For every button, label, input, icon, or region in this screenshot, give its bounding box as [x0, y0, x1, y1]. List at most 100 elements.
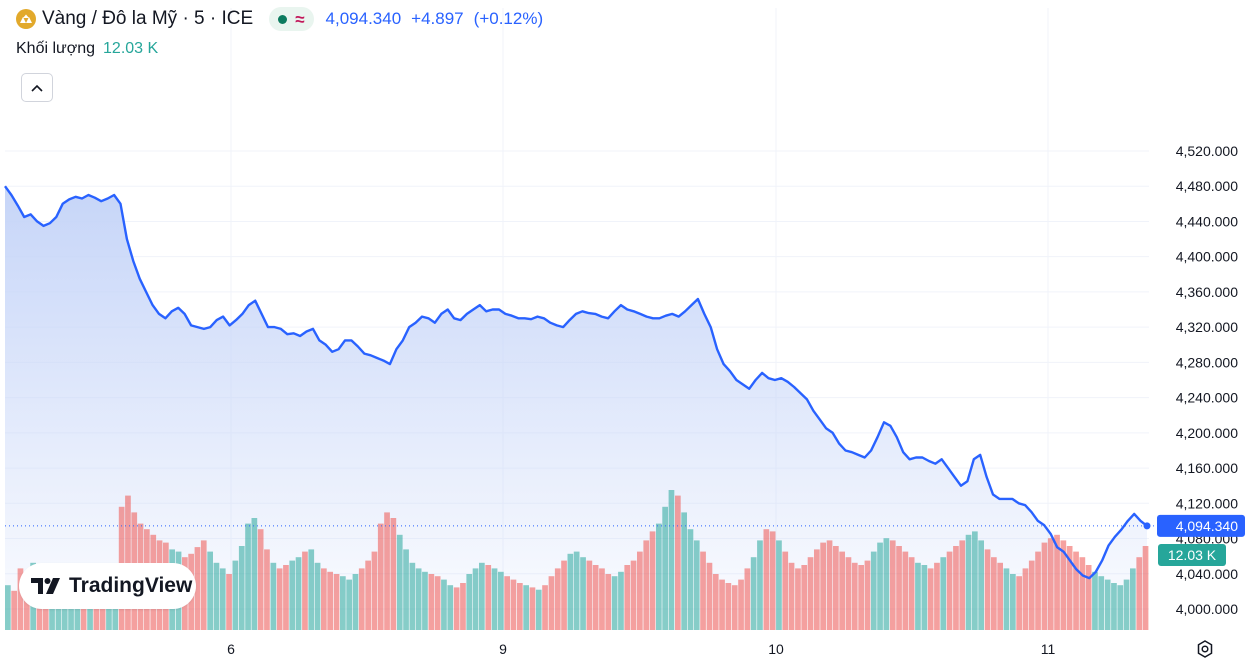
volume-bar: [200, 540, 207, 630]
volume-bar: [1111, 583, 1117, 630]
volume-bar: [510, 579, 517, 630]
volume-bar: [1079, 557, 1086, 630]
volume-bar: [390, 518, 397, 630]
symbol-title[interactable]: Vàng / Đô la Mỹ · 5 · ICE: [42, 8, 254, 29]
volume-bar: [940, 557, 947, 630]
volume-bar: [959, 540, 966, 630]
volume-bar: [965, 534, 972, 630]
y-axis-tick-label: 4,000.000: [1176, 601, 1238, 617]
volume-bar: [573, 551, 580, 630]
volume-bar: [403, 549, 409, 630]
volume-bar: [921, 565, 928, 630]
volume-bar: [605, 574, 612, 630]
volume-bar: [219, 568, 226, 630]
volume-bar: [340, 576, 346, 630]
x-axis-tick-label: 6: [227, 641, 235, 657]
volume-bar: [1054, 534, 1060, 630]
volume-bar: [1098, 576, 1105, 630]
volume-bar: [5, 585, 11, 630]
volume-bar: [978, 540, 984, 630]
chart-legend: Vàng / Đô la Mỹ · 5 · ICE ≈ 4,094.340 +4…: [16, 6, 543, 32]
volume-bar: [599, 568, 605, 630]
volume-bar: [757, 540, 763, 630]
volume-bar: [529, 587, 536, 630]
volume-bar: [1010, 574, 1016, 630]
volume-bar: [908, 557, 915, 630]
volume-bar: [17, 568, 24, 630]
volume-bar: [839, 551, 845, 630]
volume-bar: [1028, 560, 1035, 630]
chevron-up-icon: [31, 84, 43, 92]
volume-bar: [321, 568, 327, 630]
volume-bar: [447, 585, 454, 630]
volume-bar: [769, 531, 776, 630]
volume-bar: [826, 540, 833, 630]
gold-symbol-icon[interactable]: [16, 9, 36, 29]
volume-bar: [706, 562, 713, 630]
volume-bar: [99, 589, 106, 630]
volume-bar: [586, 560, 593, 630]
volume-bar: [870, 551, 877, 630]
volume-bar: [864, 560, 871, 630]
volume-bar: [845, 557, 852, 630]
volume-bar: [814, 549, 820, 630]
volume-bar: [915, 562, 921, 630]
volume-bar: [207, 551, 213, 630]
volume-bar: [782, 551, 789, 630]
volume-bar: [820, 542, 826, 630]
volume-bar: [428, 574, 435, 630]
gear-icon: [1197, 640, 1213, 658]
volume-legend: Khối lượng 12.03 K: [16, 40, 158, 58]
volume-bar: [776, 540, 782, 630]
volume-bar: [358, 568, 365, 630]
volume-bar: [302, 551, 308, 630]
volume-bar: [991, 557, 997, 630]
volume-bar: [1047, 538, 1054, 630]
volume-bar: [744, 568, 751, 630]
volume-bar: [396, 534, 403, 630]
last-price-value: 4,094.340: [325, 9, 402, 28]
volume-bar: [365, 560, 371, 630]
market-status-badge[interactable]: ≈: [269, 7, 314, 31]
volume-bar: [245, 523, 251, 630]
volume-bar: [542, 585, 548, 630]
volume-bar: [858, 565, 864, 630]
volume-bar: [1003, 568, 1010, 630]
volume-bar: [675, 495, 681, 630]
volume-bar: [630, 560, 637, 630]
y-axis-tick-label: 4,480.000: [1176, 178, 1238, 194]
volume-bar: [472, 568, 479, 630]
volume-bar: [896, 546, 902, 630]
collapse-legend-button[interactable]: [21, 73, 53, 102]
volume-bar: [561, 560, 567, 630]
last-price-tag: [1157, 514, 1245, 537]
volume-bar: [238, 546, 245, 630]
volume-bar: [662, 506, 668, 630]
tradingview-logo[interactable]: TradingView: [19, 563, 196, 609]
volume-bar: [434, 576, 441, 630]
volume-bar: [700, 551, 706, 630]
y-axis-tick-label: 4,160.000: [1176, 460, 1238, 476]
volume-bar: [833, 546, 839, 630]
volume-bar: [997, 562, 1003, 630]
volume-bar: [946, 551, 953, 630]
volume-bar: [251, 518, 258, 630]
volume-bar: [270, 562, 277, 630]
volume-bar: [788, 562, 795, 630]
volume-bar: [719, 579, 725, 630]
volume-bar: [453, 587, 460, 630]
volume-bar: [731, 585, 738, 630]
volume-bar: [580, 557, 586, 630]
volume-bar: [460, 583, 466, 630]
volume-tag: [1158, 544, 1226, 566]
volume-bar: [371, 551, 378, 630]
price-line[interactable]: [4, 185, 1148, 580]
price-area-fill: [5, 186, 1147, 630]
volume-bar: [592, 565, 599, 630]
volume-bar: [687, 529, 694, 630]
chart-settings-button[interactable]: [1192, 636, 1218, 662]
y-axis-tick-label: 4,520.000: [1176, 143, 1238, 159]
volume-bar: [517, 583, 523, 630]
volume-bar: [333, 574, 340, 630]
